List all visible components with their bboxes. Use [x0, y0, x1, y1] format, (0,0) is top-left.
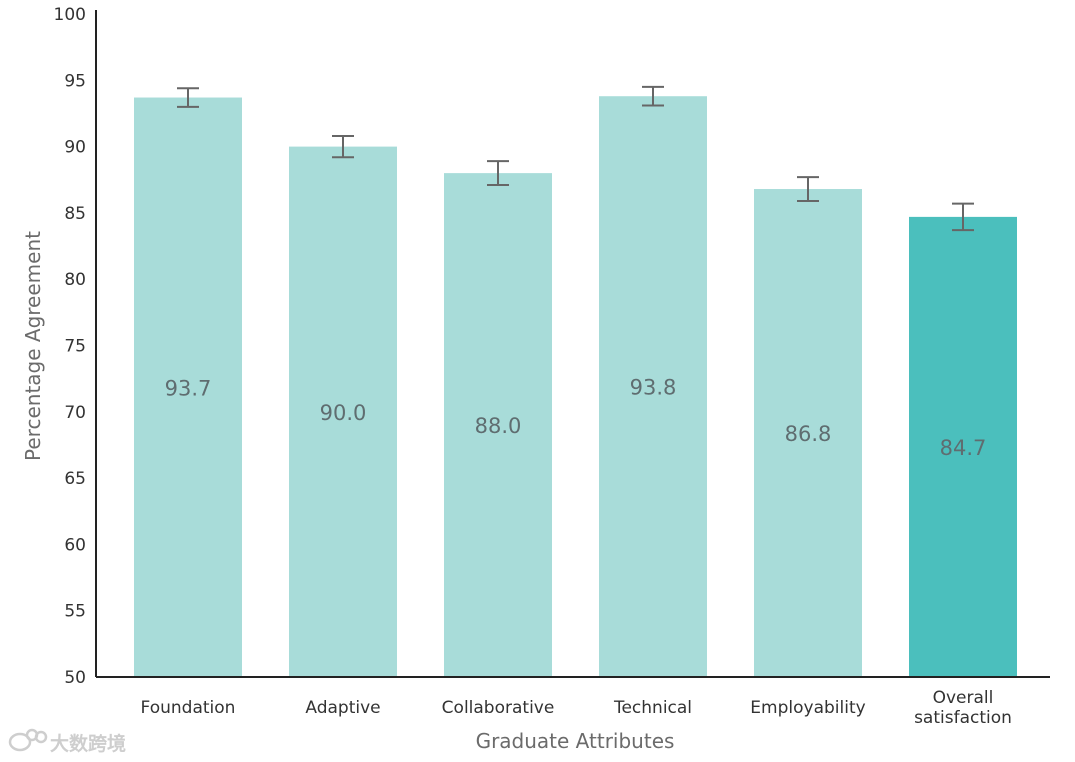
- x-tick-label: Foundation: [141, 698, 236, 718]
- bar: [444, 173, 552, 677]
- data-label: 84.7: [940, 436, 987, 460]
- y-tick-label: 100: [54, 5, 86, 25]
- bar: [289, 146, 397, 678]
- watermark: 大数跨境: [8, 728, 126, 755]
- y-tick-label: 75: [64, 337, 86, 357]
- error-bar: [487, 160, 509, 187]
- data-label: 88.0: [475, 414, 522, 438]
- data-label: 93.7: [165, 376, 212, 400]
- x-tick-label: Collaborative: [442, 698, 555, 718]
- data-label: 93.8: [630, 376, 677, 400]
- x-tick-label: Technical: [613, 698, 692, 718]
- y-tick-label: 55: [64, 602, 86, 622]
- data-label: 86.8: [785, 422, 832, 446]
- y-tick-label: 70: [64, 403, 86, 423]
- y-tick-label: 50: [64, 668, 86, 688]
- bar: [909, 216, 1017, 678]
- y-tick-label: 95: [64, 71, 86, 91]
- y-tick-label: 60: [64, 535, 86, 555]
- error-bars-layer: [177, 85, 974, 232]
- x-tick-label: Employability: [750, 698, 865, 718]
- bar: [754, 189, 862, 678]
- data-label: 90.0: [320, 401, 367, 425]
- x-tick-label: satisfaction: [914, 708, 1012, 728]
- y-tick-label: 90: [64, 138, 86, 158]
- watermark-text: 大数跨境: [50, 732, 126, 755]
- x-axis-title: Graduate Attributes: [476, 729, 675, 753]
- bars-layer: [134, 96, 1017, 678]
- error-bar: [952, 202, 974, 232]
- y-tick-labels: 50 55 60 65 70 75 80 85 90 95 100: [54, 5, 86, 688]
- error-bar: [332, 134, 354, 159]
- x-tick-label: Overall: [933, 688, 994, 708]
- error-bar: [642, 85, 664, 107]
- weibo-logo-icon: [8, 728, 48, 752]
- axes-layer: [95, 10, 1050, 678]
- x-tick-labels: Foundation Adaptive Collaborative Technical…: [141, 688, 1012, 728]
- error-bar: [177, 87, 199, 108]
- y-axis-title: Percentage Agreement: [21, 231, 45, 461]
- x-tick-label: Adaptive: [305, 698, 380, 718]
- error-bar: [797, 176, 819, 202]
- value-labels-layer: 93.7 90.0 88.0 93.8 86.8 84.7: [165, 376, 987, 460]
- y-tick-label: 80: [64, 270, 86, 290]
- y-tick-label: 65: [64, 469, 86, 489]
- y-tick-label: 85: [64, 204, 86, 224]
- bar: [599, 96, 707, 678]
- bar: [134, 97, 242, 677]
